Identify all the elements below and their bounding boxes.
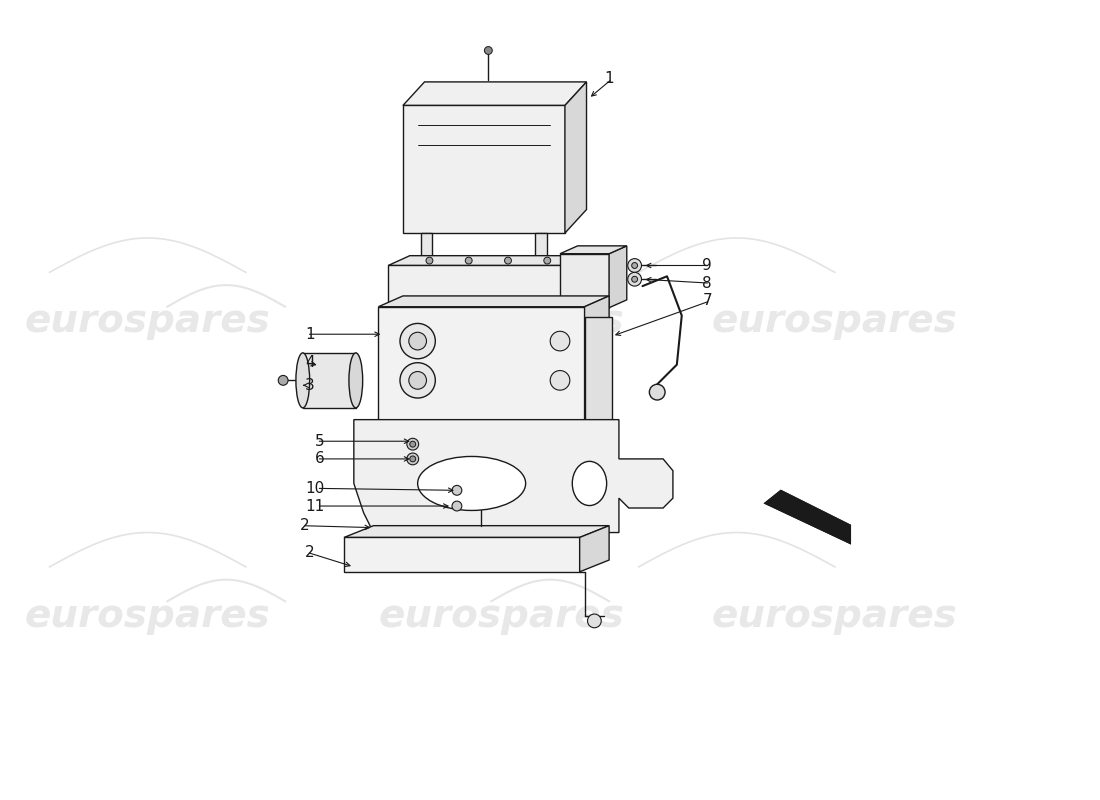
Ellipse shape [418,457,526,510]
Circle shape [484,46,493,54]
Text: eurospares: eurospares [378,597,624,635]
Text: 1: 1 [305,326,315,342]
Polygon shape [378,306,584,425]
Circle shape [550,331,570,351]
Circle shape [631,276,638,282]
Text: 10: 10 [305,481,324,496]
Circle shape [628,258,641,272]
Text: 9: 9 [703,258,712,273]
Circle shape [631,262,638,269]
Circle shape [409,332,427,350]
Text: eurospares: eurospares [25,597,271,635]
Polygon shape [344,526,609,538]
Ellipse shape [349,353,363,408]
Polygon shape [584,296,609,425]
Circle shape [587,614,602,628]
Text: 2: 2 [300,518,310,533]
Text: 7: 7 [703,294,712,308]
Polygon shape [344,538,580,572]
Text: 1: 1 [604,71,614,86]
Circle shape [410,456,416,462]
Text: 6: 6 [315,451,324,466]
Circle shape [407,453,419,465]
Polygon shape [388,266,570,306]
Polygon shape [420,233,432,261]
Circle shape [465,257,472,264]
Circle shape [452,501,462,511]
Text: eurospares: eurospares [378,302,624,341]
Text: eurospares: eurospares [712,302,958,341]
Polygon shape [570,256,592,306]
Text: 8: 8 [703,276,712,290]
Polygon shape [560,246,627,254]
Circle shape [452,486,462,495]
Text: 11: 11 [305,498,324,514]
Text: eurospares: eurospares [25,302,271,341]
Circle shape [426,257,433,264]
Circle shape [407,438,419,450]
Circle shape [410,442,416,447]
Polygon shape [580,526,609,572]
Polygon shape [354,420,673,533]
Polygon shape [609,246,627,308]
Ellipse shape [572,462,606,506]
Polygon shape [388,256,592,266]
Circle shape [550,370,570,390]
Text: 5: 5 [315,434,324,449]
Polygon shape [378,296,609,306]
Ellipse shape [296,353,310,408]
Polygon shape [584,317,612,420]
Circle shape [400,362,436,398]
Circle shape [505,257,512,264]
Circle shape [400,323,436,358]
Circle shape [278,375,288,386]
Polygon shape [565,82,586,233]
Polygon shape [560,254,609,308]
Polygon shape [403,82,586,106]
Circle shape [628,272,641,286]
Text: 3: 3 [305,378,315,393]
Circle shape [409,371,427,390]
Polygon shape [302,353,355,408]
Text: 2: 2 [305,545,315,560]
Circle shape [649,384,666,400]
Polygon shape [767,491,849,542]
Text: 4: 4 [305,355,315,370]
Polygon shape [403,106,565,233]
Circle shape [543,257,551,264]
Polygon shape [536,233,547,261]
Text: eurospares: eurospares [712,597,958,635]
